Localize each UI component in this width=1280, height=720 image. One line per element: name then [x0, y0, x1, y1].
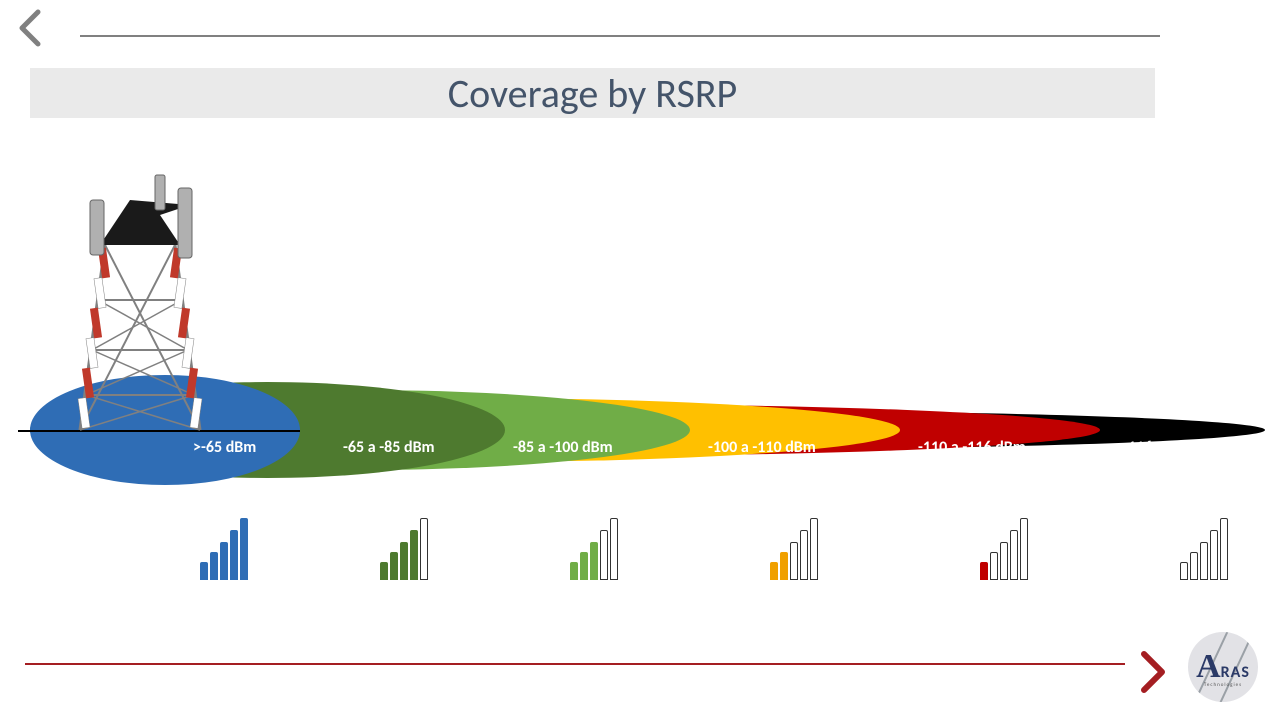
title-bar: Coverage by RSRP: [30, 68, 1155, 118]
zone-label: -100 a -110 dBm: [708, 438, 816, 457]
signal-bars-icon: [570, 505, 650, 580]
slide: Coverage by RSRP >-65 dBm -65 a -85 dBm -8…: [0, 0, 1280, 720]
brand-logo: A RAS Technologies: [1188, 632, 1258, 702]
signal-bars-icon: [1180, 505, 1260, 580]
zone-label: -85 a -100 dBm: [513, 438, 613, 457]
bottom-divider: [25, 663, 1125, 665]
signal-bars-icon: [980, 505, 1060, 580]
coverage-diagram: >-65 dBm -65 a -85 dBm -85 a -100 dBm -100 …: [0, 160, 1280, 500]
forward-arrow-icon[interactable]: [1130, 650, 1175, 695]
zone-label: -116 a -128 dBm: [1123, 438, 1231, 457]
back-arrow-icon[interactable]: [10, 8, 50, 48]
logo-letter: A: [1196, 653, 1221, 680]
cell-tower-icon: [60, 170, 240, 440]
signal-bars-icon: [380, 505, 460, 580]
signal-bars-icon: [770, 505, 850, 580]
signal-bars-icon: [200, 505, 280, 580]
top-divider: [80, 35, 1160, 37]
zone-label: -110 a -116 dBm: [918, 438, 1026, 457]
zone-label: -65 a -85 dBm: [343, 438, 435, 457]
zone-label: >-65 dBm: [193, 438, 256, 457]
signal-bars-row: [0, 505, 1280, 595]
logo-rest: RAS: [1221, 663, 1250, 682]
page-title: Coverage by RSRP: [448, 69, 737, 118]
